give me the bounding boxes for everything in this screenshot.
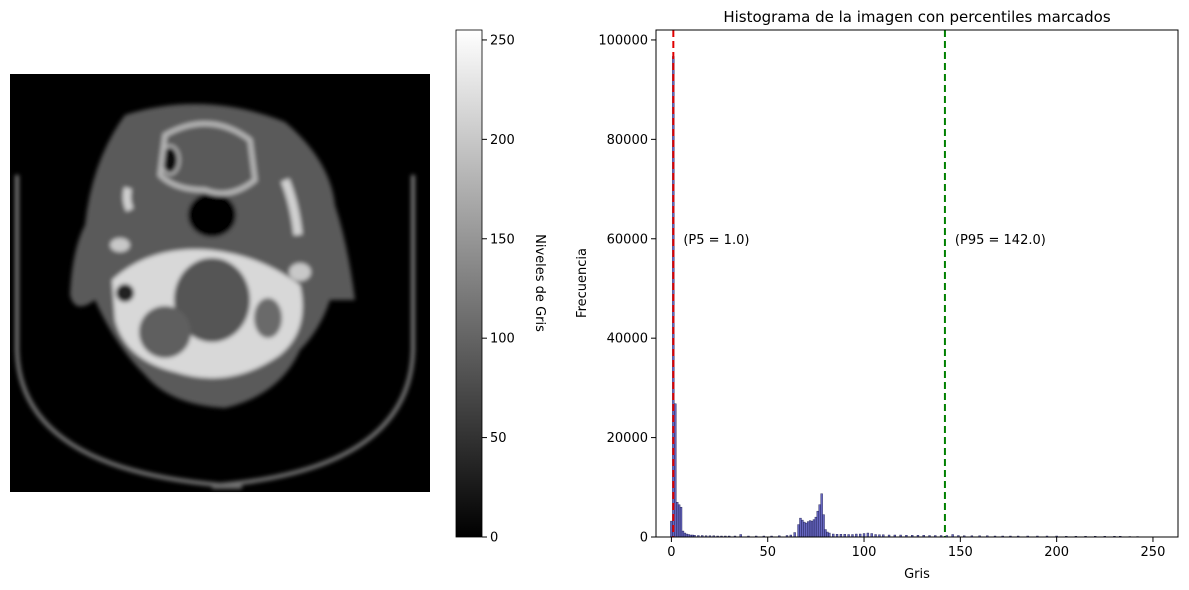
- histogram-bar: [866, 532, 870, 538]
- ct-scan-image: [10, 74, 430, 492]
- histogram-bar: [670, 520, 673, 538]
- x-tick-label: 200: [1044, 545, 1069, 560]
- histogram-bar: [807, 521, 810, 538]
- histogram-bar: [862, 533, 866, 538]
- histogram-bar: [797, 524, 800, 538]
- histogram-bar: [799, 517, 802, 538]
- y-axis-ticks: 0 20000 40000 60000 80000 100000: [598, 33, 656, 546]
- colorbar-tick-label: 150: [490, 232, 515, 247]
- colorbar-tick-label: 0: [490, 531, 498, 546]
- colorbar-tick-label: 50: [490, 431, 507, 446]
- y-tick-label: 80000: [607, 133, 648, 148]
- histogram-bar: [803, 521, 806, 538]
- histogram-bar: [812, 519, 816, 538]
- histogram-bar: [676, 502, 679, 538]
- histogram-bar: [816, 510, 819, 538]
- histogram-bar: [826, 531, 829, 538]
- histogram-bar: [679, 506, 683, 538]
- colorbar-tick-label: 200: [490, 133, 515, 148]
- y-tick-label: 0: [640, 531, 648, 546]
- histogram-bar: [681, 530, 685, 538]
- histogram-chart: Histograma de la imagen con percentiles …: [575, 8, 1179, 582]
- histogram-bar: [810, 520, 814, 538]
- x-axis-ticks: 0 50 100 150 200 250: [667, 537, 1165, 560]
- colorbar-label: Niveles de Gris: [532, 234, 547, 332]
- chart-title: Histograma de la imagen con percentiles …: [723, 8, 1110, 26]
- histogram-bar: [824, 529, 827, 538]
- colorbar-tick-label: 250: [490, 33, 515, 48]
- x-tick-label: 250: [1141, 545, 1166, 560]
- x-axis-label: Gris: [904, 567, 930, 582]
- colorbar-ticks: 0 50 100 150 200 250: [482, 33, 515, 546]
- histogram-bar: [801, 519, 804, 538]
- x-tick-label: 50: [759, 545, 776, 560]
- y-tick-label: 100000: [598, 33, 648, 48]
- plot-area-frame: [655, 29, 1179, 538]
- histogram-bar: [677, 504, 681, 538]
- histogram-bar: [683, 532, 687, 538]
- colorbar: 0 50 100 150 200 250 Niveles de Gris: [455, 29, 547, 546]
- y-axis-label: Frecuencia: [575, 248, 590, 318]
- histogram-bar: [814, 516, 818, 538]
- y-tick-label: 20000: [607, 431, 648, 446]
- histogram-bar: [828, 532, 831, 538]
- histogram-bar: [822, 514, 825, 538]
- percentile-label: (P95 = 142.0): [955, 233, 1046, 248]
- x-tick-label: 150: [948, 545, 973, 560]
- histogram-bar: [820, 493, 823, 538]
- percentile-lines: (P5 = 1.0) (P95 = 142.0): [672, 30, 1046, 537]
- y-tick-label: 60000: [607, 232, 648, 247]
- histogram-bar: [674, 403, 677, 538]
- histogram-bar: [870, 533, 873, 538]
- histogram-bars: [670, 56, 1139, 538]
- histogram-bar: [805, 522, 808, 538]
- colorbar-gradient: [455, 29, 483, 538]
- percentile-label: (P5 = 1.0): [683, 233, 749, 248]
- histogram-bar: [793, 532, 796, 538]
- x-tick-label: 100: [852, 545, 877, 560]
- y-tick-label: 40000: [607, 332, 648, 347]
- x-tick-label: 0: [667, 545, 675, 560]
- histogram-bar: [808, 520, 812, 538]
- histogram-bar: [818, 504, 821, 538]
- colorbar-tick-label: 100: [490, 332, 515, 347]
